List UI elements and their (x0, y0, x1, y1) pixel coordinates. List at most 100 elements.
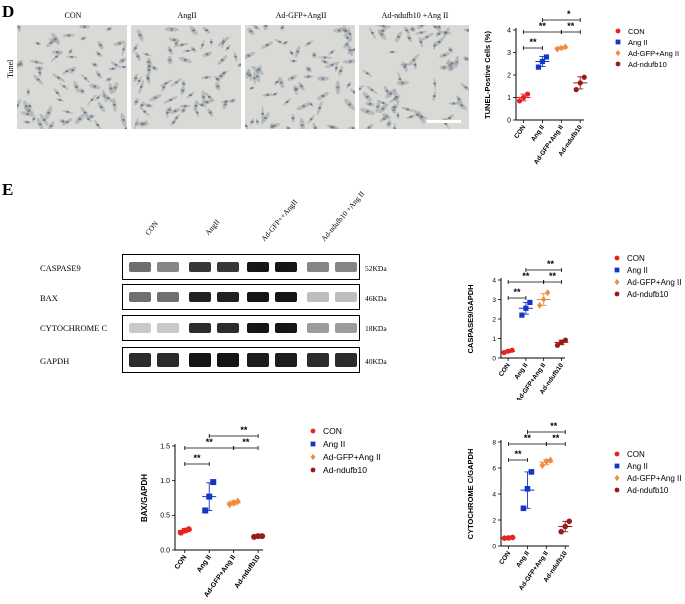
cell-nucleus (173, 109, 177, 113)
blot-band (157, 353, 179, 367)
cell-nucleus (443, 31, 447, 34)
legend-marker (615, 39, 621, 45)
cell-nucleus (405, 29, 409, 32)
chart-bax: 0.0 0.5 1.0 1.5 BAX/GAPDH CON Ang II Ad-GFP+Ang… (140, 425, 381, 599)
cell-nucleus (353, 91, 355, 94)
cell-nucleus (352, 48, 355, 51)
data-point (545, 289, 551, 297)
cell-nucleus (366, 110, 369, 113)
data-point (259, 533, 266, 540)
cell-nucleus (78, 117, 82, 121)
cell-nucleus (226, 46, 230, 50)
cell-nucleus (136, 55, 140, 58)
cell-nucleus (290, 76, 294, 80)
cell-nucleus (403, 65, 407, 68)
cell-nucleus (250, 87, 254, 90)
cell-nucleus (69, 50, 72, 53)
micrograph-label-adndufb10: Ad-ndufb10 +Ang II (381, 11, 449, 20)
cell-nucleus (411, 28, 415, 31)
blot-band (129, 292, 151, 302)
cell-nucleus (273, 93, 277, 96)
micrograph-con (17, 25, 127, 129)
cell-nucleus (443, 53, 446, 57)
data-point (543, 457, 550, 466)
legend-label: CON (627, 254, 645, 263)
category-label: CON (513, 124, 527, 140)
cell-nucleus (139, 85, 143, 88)
cell-nucleus (278, 40, 282, 43)
cell-nucleus (180, 43, 184, 46)
cell-nucleus (449, 48, 452, 52)
cell-nucleus (345, 43, 349, 46)
cell-nucleus (381, 29, 385, 32)
y-tick-label: 0 (492, 355, 496, 362)
y-tick-label: 0 (507, 117, 511, 124)
data-point (516, 98, 523, 104)
significance-label: ** (522, 271, 530, 281)
cell-nucleus (238, 63, 241, 66)
cell-nucleus (36, 42, 40, 45)
data-point (562, 523, 569, 530)
legend-label: Ad-GFP+Ang II (627, 278, 681, 287)
cell-nucleus (330, 51, 334, 54)
y-axis-label: CYTOCHROME C/GAPDH (466, 449, 475, 540)
cell-nucleus (312, 54, 316, 57)
cell-nucleus (306, 75, 310, 78)
cell-nucleus (146, 76, 150, 80)
cell-nucleus (425, 35, 429, 39)
cell-nucleus (96, 96, 100, 99)
cell-nucleus (205, 29, 209, 32)
data-point (206, 493, 213, 500)
legend-marker (614, 255, 620, 261)
cell-nucleus (398, 77, 402, 81)
y-tick-label: 4 (492, 277, 496, 284)
data-point (524, 91, 531, 97)
significance-label: ** (240, 425, 248, 435)
cell-nucleus (318, 106, 322, 110)
data-point (520, 505, 527, 512)
category-label: Ad-ndufb10 (234, 554, 262, 590)
legend-marker (310, 467, 316, 473)
data-point (202, 507, 209, 514)
cell-nucleus (168, 59, 172, 62)
cell-nucleus (55, 55, 58, 58)
cell-nucleus (75, 85, 78, 88)
cell-nucleus (307, 68, 311, 71)
kda-caspase9: 52KDa (365, 264, 387, 273)
cell-nucleus (348, 103, 352, 106)
cell-nucleus (347, 83, 351, 86)
cell-nucleus (302, 105, 306, 108)
legend-marker (310, 453, 316, 461)
category-label: Ang II (515, 550, 531, 569)
cell-nucleus (266, 93, 270, 96)
significance-label: ** (524, 433, 532, 443)
cell-nucleus (122, 118, 125, 122)
data-point (210, 479, 217, 486)
cell-nucleus (181, 89, 185, 92)
cell-nucleus (28, 105, 32, 108)
significance-label: ** (547, 259, 555, 269)
cell-nucleus (17, 104, 19, 107)
panel-letter-d: D (2, 2, 15, 21)
cell-nucleus (97, 73, 101, 76)
cell-nucleus (147, 104, 151, 107)
cell-nucleus (263, 116, 267, 120)
cell-nucleus (189, 94, 192, 97)
cell-nucleus (381, 101, 385, 104)
cell-nucleus (450, 62, 454, 65)
cell-nucleus (279, 81, 283, 84)
cell-nucleus (93, 63, 97, 66)
data-point (185, 526, 192, 533)
cell-nucleus (380, 33, 384, 36)
y-tick-label: 0 (492, 543, 496, 550)
cell-shape (245, 51, 256, 60)
cell-nucleus (416, 113, 420, 116)
cell-nucleus (145, 53, 149, 56)
micrograph-angii (131, 25, 241, 129)
blot-band (217, 262, 239, 272)
cell-nucleus (65, 70, 69, 73)
cell-nucleus (38, 123, 42, 126)
cell-nucleus (17, 26, 21, 29)
cell-nucleus (249, 30, 253, 33)
